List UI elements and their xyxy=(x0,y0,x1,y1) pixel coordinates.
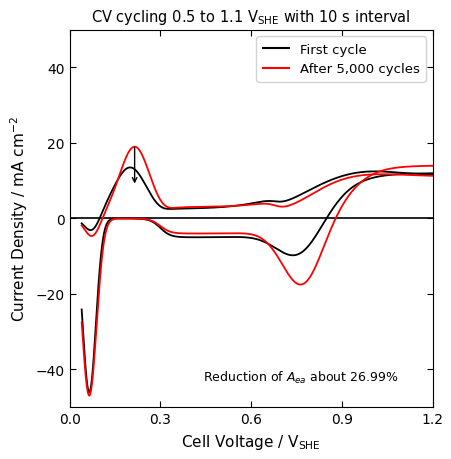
Text: Reduction of $\mathit{A}_{ea}$ about 26.99%: Reduction of $\mathit{A}_{ea}$ about 26.… xyxy=(202,369,398,385)
Title: CV cycling 0.5 to 1.1 $\mathregular{V_{SHE}}$ with 10 s interval: CV cycling 0.5 to 1.1 $\mathregular{V_{S… xyxy=(91,8,410,27)
Y-axis label: Current Density / mA cm$^{-2}$: Current Density / mA cm$^{-2}$ xyxy=(8,117,30,322)
X-axis label: Cell Voltage / $\mathregular{V_{SHE}}$: Cell Voltage / $\mathregular{V_{SHE}}$ xyxy=(181,432,320,451)
Legend: First cycle, After 5,000 cycles: First cycle, After 5,000 cycles xyxy=(255,37,425,83)
